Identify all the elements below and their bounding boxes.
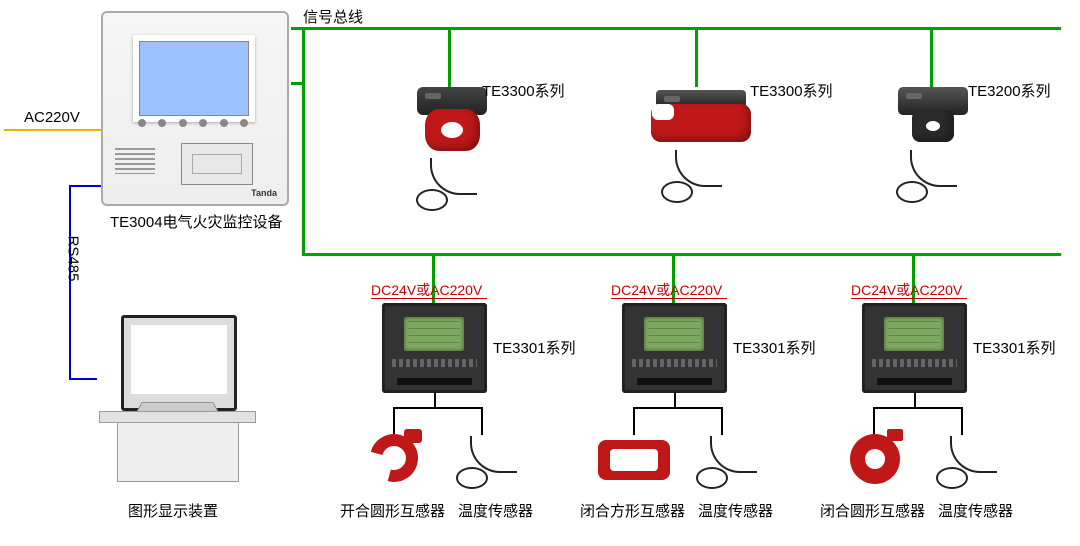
bus-drop-t3 xyxy=(930,27,933,87)
detector-3 xyxy=(862,303,967,393)
power-label-3: DC24V或AC220V xyxy=(851,280,962,300)
probe-t2 xyxy=(675,150,722,187)
probe-t3 xyxy=(910,150,957,187)
controller-label: TE3004电气火灾监控设备 xyxy=(110,211,283,232)
wire-d3-v xyxy=(914,393,916,407)
power-bar-3 xyxy=(851,298,967,299)
wire-d3-r xyxy=(961,407,963,435)
power-bar-2 xyxy=(611,298,727,299)
temp-probe-3 xyxy=(950,436,997,473)
wire-d3-l xyxy=(873,407,875,435)
wire-d2-l xyxy=(633,407,635,435)
wire-d1-l xyxy=(393,407,395,435)
controller-te3004: Tanda xyxy=(101,11,289,206)
wire-d1-h xyxy=(393,407,483,409)
te3300-label-2: TE3300系列 xyxy=(750,80,833,101)
power-label-1: DC24V或AC220V xyxy=(371,280,482,300)
transducer-te3300-a xyxy=(412,87,492,151)
rs485-line-h1 xyxy=(69,185,101,187)
bus-main-left-vert xyxy=(302,27,305,255)
transducer-te3300-b xyxy=(646,90,756,142)
ac-line xyxy=(4,129,101,131)
sensor-open-round xyxy=(370,434,420,489)
rs485-line-v xyxy=(69,185,71,380)
detector-2 xyxy=(622,303,727,393)
s-box-label: 闭合方形互感器 xyxy=(580,500,685,521)
bus-to-controller xyxy=(291,82,303,85)
temp-probe-1 xyxy=(470,436,517,473)
temp-label-2: 温度传感器 xyxy=(698,500,773,521)
te3301-label-2: TE3301系列 xyxy=(733,337,816,358)
bus-drop-t2 xyxy=(695,27,698,87)
s-closed-label: 闭合圆形互感器 xyxy=(820,500,925,521)
power-bar-1 xyxy=(371,298,487,299)
bus-drop-t1 xyxy=(448,27,451,87)
detector-1 xyxy=(382,303,487,393)
te3300-label-1: TE3300系列 xyxy=(482,80,565,101)
bus-main-horz xyxy=(291,27,1061,30)
temp-label-1: 温度传感器 xyxy=(458,500,533,521)
rs485-label: RS485 xyxy=(64,236,81,282)
te3301-label-1: TE3301系列 xyxy=(493,337,576,358)
sensor-closed-round xyxy=(850,434,900,484)
te3200-label: TE3200系列 xyxy=(968,80,1051,101)
power-label-2: DC24V或AC220V xyxy=(611,280,722,300)
bus-label: 信号总线 xyxy=(303,6,363,27)
display-terminal xyxy=(99,315,254,490)
wire-d2-h xyxy=(633,407,723,409)
bus-row2-horz xyxy=(302,253,1061,256)
wire-d2-r xyxy=(721,407,723,435)
wire-d1-v xyxy=(434,393,436,407)
transducer-te3200 xyxy=(893,87,973,142)
sensor-box xyxy=(598,440,670,480)
s-open-label: 开合圆形互感器 xyxy=(340,500,445,521)
rs485-line-h2 xyxy=(69,378,97,380)
temp-label-3: 温度传感器 xyxy=(938,500,1013,521)
te3301-label-3: TE3301系列 xyxy=(973,337,1056,358)
wire-d3-h xyxy=(873,407,963,409)
wire-d2-v xyxy=(674,393,676,407)
probe-t1 xyxy=(430,158,477,195)
diagram-canvas: AC220V Tanda TE3004电气火灾监控设备 信号总线 RS485 图… xyxy=(0,0,1080,546)
ac-label: AC220V xyxy=(24,109,80,126)
wire-d1-r xyxy=(481,407,483,435)
terminal-label: 图形显示装置 xyxy=(128,500,218,521)
temp-probe-2 xyxy=(710,436,757,473)
